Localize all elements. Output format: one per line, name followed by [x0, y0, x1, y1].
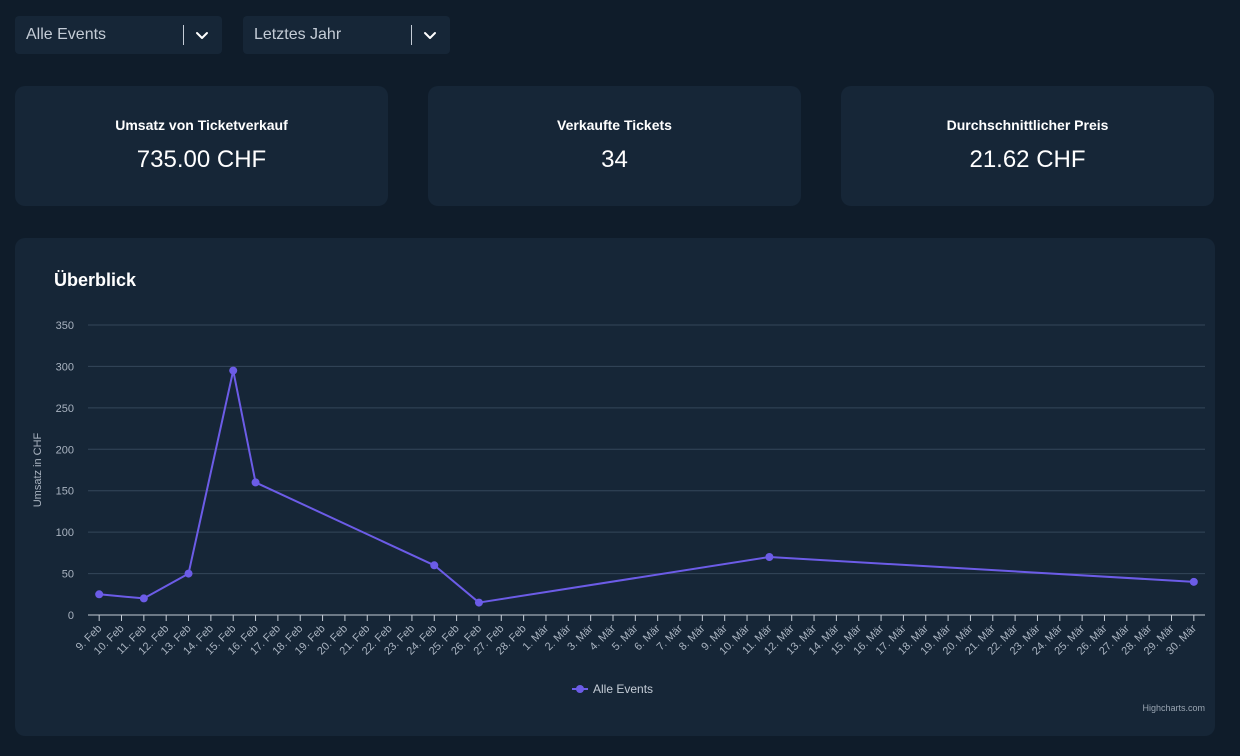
period-filter-separator — [411, 25, 412, 45]
data-point — [95, 590, 104, 599]
legend-label: Alle Events — [593, 682, 653, 696]
event-filter-separator — [183, 25, 184, 45]
y-tick-label: 0 — [68, 610, 74, 622]
tickets-card-title: Verkaufte Tickets — [557, 117, 672, 133]
data-point — [229, 366, 238, 375]
legend-marker — [576, 685, 584, 693]
average-price-card: Durchschnittlicher Preis 21.62 CHF — [841, 86, 1214, 206]
data-point — [765, 553, 774, 561]
y-tick-label: 350 — [56, 320, 74, 332]
credits-text: Highcharts.com — [1142, 703, 1205, 713]
average-price-card-value: 21.62 CHF — [969, 146, 1086, 173]
y-tick-label: 300 — [56, 361, 74, 373]
revenue-card: Umsatz von Ticketverkauf 735.00 CHF — [15, 86, 388, 206]
data-point — [430, 561, 439, 570]
chevron-down-icon[interactable] — [194, 27, 210, 43]
period-filter-dropdown[interactable]: Letztes Jahr — [243, 16, 450, 54]
overview-panel: Überblick — [15, 238, 1215, 736]
revenue-card-title: Umsatz von Ticketverkauf — [115, 117, 288, 133]
period-filter-value: Letztes Jahr — [254, 26, 342, 43]
data-point — [139, 594, 148, 603]
tickets-card-value: 34 — [601, 146, 628, 173]
data-point — [1189, 577, 1198, 586]
tickets-card: Verkaufte Tickets 34 — [428, 86, 801, 206]
data-point — [251, 478, 260, 487]
revenue-card-value: 735.00 CHF — [136, 146, 267, 173]
y-tick-label: 250 — [56, 403, 74, 415]
y-tick-label: 50 — [62, 569, 74, 581]
y-tick-label: 100 — [56, 527, 74, 539]
event-filter-dropdown[interactable]: Alle Events — [15, 16, 222, 54]
y-axis-title: Umsatz in CHF — [32, 432, 44, 507]
average-price-card-title: Durchschnittlicher Preis — [946, 117, 1109, 133]
y-tick-label: 150 — [56, 486, 74, 498]
data-point — [474, 598, 483, 607]
data-point — [184, 569, 193, 578]
event-filter-value: Alle Events — [26, 26, 107, 43]
series-line — [99, 369, 1194, 604]
chevron-down-icon[interactable] — [422, 27, 438, 43]
y-tick-label: 200 — [56, 444, 74, 456]
panel-title: Überblick — [54, 270, 137, 290]
